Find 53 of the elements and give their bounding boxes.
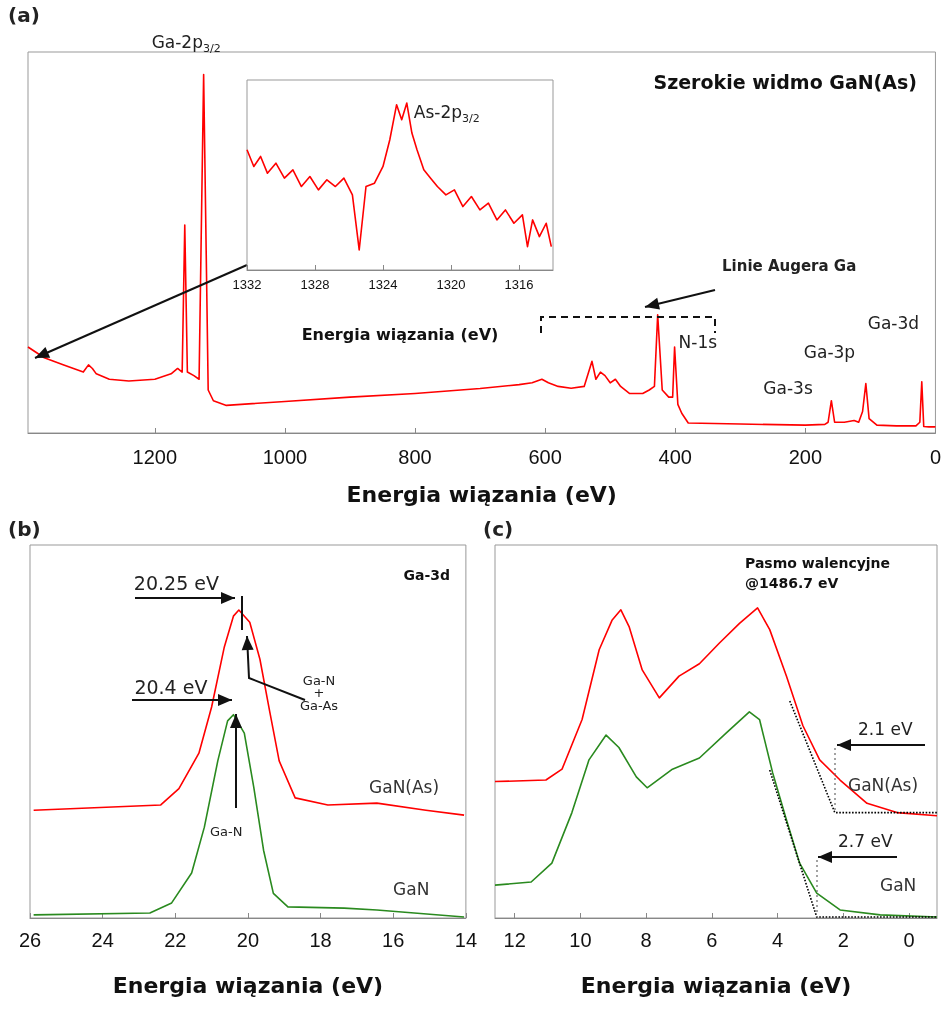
x-tick-label: 200 xyxy=(788,446,823,468)
x-tick-label: 16 xyxy=(382,929,405,951)
annotation: Ga-N xyxy=(210,824,243,840)
x-tick-label: 26 xyxy=(18,929,42,951)
x-tick-label: 10 xyxy=(569,929,592,951)
x-tick-label: 18 xyxy=(309,929,332,951)
annotation: Ga-2p$_{3/2}$ xyxy=(151,31,221,56)
annotation: Ga-3p xyxy=(803,341,856,362)
text: (a) xyxy=(8,3,40,27)
x-tick-label: 1200 xyxy=(132,446,178,468)
annotation: 2.7 eV xyxy=(838,831,893,851)
x-tick-label: 1320 xyxy=(436,277,466,292)
x-tick-label: 14 xyxy=(454,929,477,951)
x-tick-label: 4 xyxy=(772,929,784,951)
chart-title: Szerokie widmo GaN(As) xyxy=(653,70,918,93)
x-tick-label: 24 xyxy=(91,929,114,951)
x-tick-label: 400 xyxy=(658,446,692,468)
x-tick-label: 0 xyxy=(929,446,941,468)
x-tick-label: 20 xyxy=(236,929,260,951)
x-axis-title: Energia wiązania (eV) xyxy=(580,972,852,998)
annotation: Ga-N + Ga-As xyxy=(300,673,339,713)
chart-title: Pasmo walencyjne @1486.7 eV xyxy=(745,555,895,591)
annotation: As-2p$_{3/2}$ xyxy=(413,102,480,126)
chart-title: Ga-3d xyxy=(403,567,450,583)
x-tick-label: 600 xyxy=(528,446,562,468)
x-tick-label: 8 xyxy=(640,929,652,951)
x-axis-title: Energia wiązania (eV) xyxy=(346,481,617,507)
text: (b) xyxy=(8,517,41,541)
x-tick-label: 12 xyxy=(503,929,526,951)
series-label: GaN(As) xyxy=(369,777,440,798)
x-tick-label: 1324 xyxy=(368,277,398,292)
annotation: N-1s xyxy=(678,331,718,352)
x-axis-title: Energia wiązania (eV) xyxy=(301,324,499,344)
x-axis-title: Energia wiązania (eV) xyxy=(112,972,384,998)
series-label: GaN xyxy=(393,879,430,900)
x-tick-label: 6 xyxy=(706,929,718,951)
annotation: Linie Augera Ga xyxy=(722,257,857,275)
x-tick-label: 1328 xyxy=(300,277,330,292)
x-tick-label: 800 xyxy=(398,446,432,468)
annotation: Ga-3d xyxy=(867,312,920,333)
x-tick-label: 1332 xyxy=(232,277,262,292)
annotation: 2.1 eV xyxy=(858,719,913,739)
x-tick-label: 2 xyxy=(837,929,849,951)
series-label: GaN xyxy=(880,875,917,896)
x-tick-label: 1316 xyxy=(504,277,534,292)
x-tick-label: 1000 xyxy=(262,446,308,468)
annotation: 20.4 eV xyxy=(134,675,208,698)
annotation: 20.25 eV xyxy=(133,571,219,594)
text: (c) xyxy=(483,517,514,541)
x-tick-label: 22 xyxy=(164,929,187,951)
series-label: GaN(As) xyxy=(848,774,919,795)
x-tick-label: 0 xyxy=(903,929,915,951)
annotation: Ga-3s xyxy=(763,377,813,398)
